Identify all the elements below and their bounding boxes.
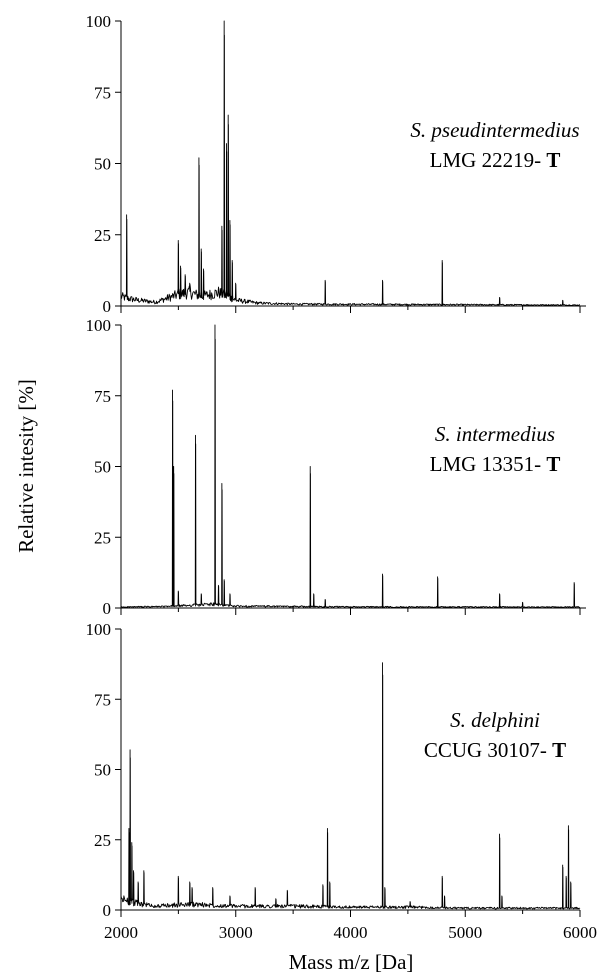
- y-tick-label: 25: [94, 226, 111, 245]
- x-tick-label: 3000: [219, 923, 253, 942]
- y-axis-title: Relative intesity [%]: [14, 379, 38, 553]
- spectrum-panel-3: 0 25 50 75 100 S. delphini CCUG 30107- T: [86, 620, 581, 920]
- y-tick-label: 25: [94, 831, 111, 850]
- strain-id: LMG 22219-: [430, 148, 547, 172]
- spectrum-panel-2: 0 25 50 75 100 S. intermedius LMG 13351- T: [86, 316, 586, 618]
- y-tick-label: 75: [94, 387, 111, 406]
- y-tick-label: 50: [94, 458, 111, 477]
- strain-label: CCUG 30107- T: [424, 738, 566, 762]
- strain-label: LMG 13351- T: [430, 452, 561, 476]
- species-label: S. pseudintermedius: [410, 118, 579, 142]
- y-tick-label: 75: [94, 83, 111, 102]
- y-tick-label: 0: [103, 599, 112, 618]
- species-label: S. intermedius: [435, 422, 555, 446]
- spectrum-trace: [120, 20, 581, 306]
- y-tick-label: 100: [86, 12, 112, 31]
- y-tick-label: 50: [94, 761, 111, 780]
- x-tick-label: 5000: [448, 923, 482, 942]
- species-label: S. delphini: [450, 708, 540, 732]
- y-tick-label: 100: [86, 316, 112, 335]
- y-tick-label: 0: [103, 297, 112, 316]
- plot-layer: 0 25 50 75 100 S. pseudintermedius LMG 22219- …: [86, 12, 598, 942]
- type-strain-marker: T: [546, 148, 560, 172]
- spectrum-panel-1: 0 25 50 75 100 S. pseudintermedius LMG 22219- …: [86, 12, 586, 316]
- y-tick-label: 0: [103, 901, 112, 920]
- strain-label: LMG 22219- T: [430, 148, 561, 172]
- y-tick-label: 50: [94, 155, 111, 174]
- strain-id: LMG 13351-: [430, 452, 547, 476]
- strain-id: CCUG 30107-: [424, 738, 552, 762]
- y-tick-label: 75: [94, 690, 111, 709]
- type-strain-marker: T: [546, 452, 560, 476]
- x-tick-label: 4000: [334, 923, 368, 942]
- x-tick-label: 2000: [104, 923, 138, 942]
- spectrum-trace: [120, 662, 581, 910]
- type-strain-marker: T: [552, 738, 566, 762]
- y-tick-label: 100: [86, 620, 112, 639]
- spectrum-trace: [120, 324, 581, 608]
- x-tick-label: 6000: [563, 923, 597, 942]
- y-tick-label: 25: [94, 528, 111, 547]
- x-axis-title: Mass m/z [Da]: [289, 950, 414, 974]
